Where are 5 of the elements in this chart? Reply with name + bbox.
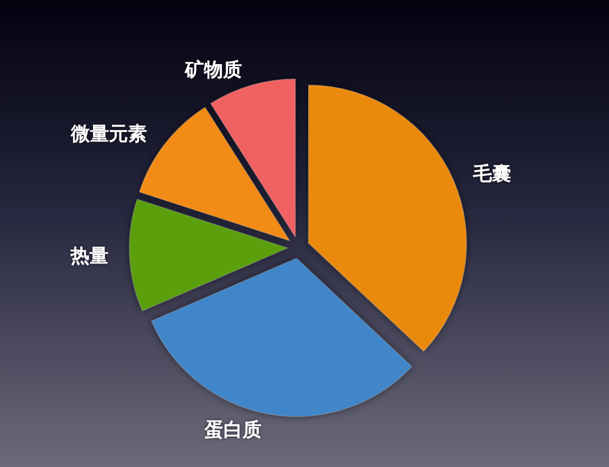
slice-label: 毛囊 xyxy=(472,163,512,186)
slice-label: 热量 xyxy=(70,245,109,268)
slice-label: 矿物质 xyxy=(184,58,242,81)
slice-label: 微量元素 xyxy=(70,123,148,146)
slice-label: 蛋白质 xyxy=(204,418,262,441)
